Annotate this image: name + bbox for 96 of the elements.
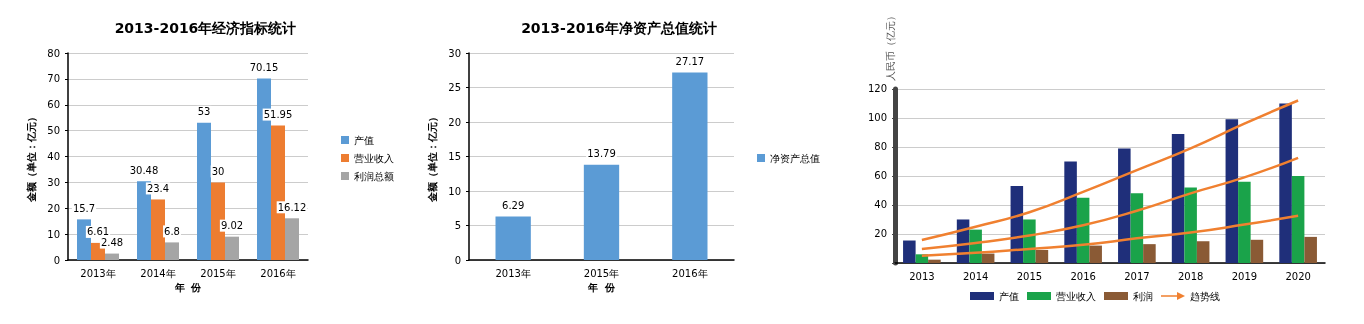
x-axis-title: 年 份 xyxy=(587,282,616,294)
x-tick-label: 2016年 xyxy=(260,267,296,279)
line-series xyxy=(920,214,1300,257)
x-tick-label: 2013年 xyxy=(495,267,531,279)
bar xyxy=(1064,161,1077,263)
y-tick-label: 25 xyxy=(448,82,461,93)
x-tick-label: 2015年 xyxy=(583,267,620,279)
data-label: 70.15 xyxy=(249,61,279,73)
data-label: 6.29 xyxy=(502,200,525,212)
data-label: 6.61 xyxy=(86,226,110,238)
legend-label: 营业收入 xyxy=(1056,290,1096,302)
x-tick-label: 2014年 xyxy=(140,267,176,279)
x-tick-label: 2013年 xyxy=(80,267,116,279)
data-label: 16.12 xyxy=(277,201,307,213)
data-label: 27.17 xyxy=(675,56,705,68)
x-tick-label: 2019 xyxy=(1231,270,1258,282)
x-tick-label: 2018 xyxy=(1177,270,1204,282)
bar xyxy=(928,259,941,263)
bar xyxy=(1279,103,1292,263)
x-tick-label: 2017 xyxy=(1124,270,1150,282)
x-tick-label: 2015年 xyxy=(200,267,236,279)
bar xyxy=(197,122,211,260)
x-tick-label: 2016年 xyxy=(672,267,708,279)
y-tick-label: 20 xyxy=(448,116,461,128)
chart-title: 2013-2016年经济指标统计 xyxy=(114,20,297,36)
bar xyxy=(1304,236,1317,263)
y-tick-label: 30 xyxy=(448,47,461,59)
y-tick-label: 120 xyxy=(867,83,887,95)
data-label: 53 xyxy=(197,106,211,118)
data-label: 13.79 xyxy=(587,148,616,160)
bar xyxy=(1118,148,1131,263)
data-label: 6.8 xyxy=(164,225,180,237)
bar xyxy=(1238,181,1251,263)
y-tick-label: 60 xyxy=(874,170,887,182)
y-tick-label: 20 xyxy=(874,228,887,240)
bar xyxy=(583,164,620,260)
data-label: 51.95 xyxy=(263,109,293,121)
y-tick-label: 70 xyxy=(47,73,60,85)
y-tick-label: 5 xyxy=(454,220,461,231)
bar xyxy=(151,199,165,260)
y-tick-label: 50 xyxy=(47,125,60,137)
y-tick-label: 60 xyxy=(47,99,60,111)
bar xyxy=(1225,119,1239,263)
x-tick-label: 2020 xyxy=(1285,270,1311,282)
y-axis-title: 人民币（亿元） xyxy=(884,11,896,81)
y-tick-label: 10 xyxy=(448,185,461,197)
chart-title: 2013-2016年净资产总值统计 xyxy=(521,20,717,36)
data-label: 15.7 xyxy=(72,202,96,214)
data-label: 9.02 xyxy=(220,220,244,232)
data-label: 30 xyxy=(211,165,225,177)
data-label: 23.4 xyxy=(146,182,170,194)
y-tick-label: 10 xyxy=(47,228,60,240)
y-tick-label: 30 xyxy=(47,176,60,188)
bar xyxy=(1250,239,1264,263)
bar xyxy=(903,240,916,263)
bar xyxy=(1143,244,1156,263)
data-label: 2.48 xyxy=(100,237,124,249)
x-tick-label: 2015 xyxy=(1016,270,1043,282)
bar xyxy=(495,216,531,260)
y-tick-label: 0 xyxy=(53,254,60,266)
line-series xyxy=(920,156,1300,251)
legend-label: 净资产总值 xyxy=(770,152,820,164)
x-tick-label: 2014 xyxy=(962,270,989,282)
bar xyxy=(672,72,708,260)
bar xyxy=(165,242,179,260)
legend-label: 产值 xyxy=(999,290,1019,302)
y-axis-title: 金额（单位：亿元） xyxy=(25,111,37,203)
y-tick-label: 80 xyxy=(874,141,887,153)
y-tick-label: 0 xyxy=(454,254,461,266)
bar xyxy=(225,236,239,260)
y-tick-label: 15 xyxy=(448,151,461,162)
bar xyxy=(1171,133,1185,263)
bar xyxy=(285,218,299,260)
y-tick-label: 20 xyxy=(47,202,60,214)
line-series xyxy=(920,99,1300,242)
bar xyxy=(1035,249,1049,263)
bar xyxy=(1196,241,1210,263)
legend-label: 利润总额 xyxy=(354,170,394,182)
bar xyxy=(1089,245,1102,263)
y-tick-label: 100 xyxy=(867,112,887,124)
legend-label: 营业收入 xyxy=(354,152,394,164)
data-label: 30.48 xyxy=(129,164,159,176)
y-tick-label: 40 xyxy=(874,199,887,211)
y-tick-label: 80 xyxy=(47,47,60,59)
bar xyxy=(105,253,119,260)
legend-label: 产值 xyxy=(354,134,374,146)
bar xyxy=(1291,175,1305,263)
legend-label: 利润 xyxy=(1133,290,1153,302)
x-tick-label: 2013 xyxy=(909,270,935,282)
bar xyxy=(981,253,995,263)
y-tick-label: 40 xyxy=(47,151,60,162)
legend-label: 趋势线 xyxy=(1190,290,1220,302)
x-tick-label: 2016 xyxy=(1070,270,1096,282)
bar xyxy=(1184,187,1197,263)
y-axis-title: 金额（单位：亿元） xyxy=(426,111,438,203)
x-axis-title: 年 份 xyxy=(173,282,203,294)
